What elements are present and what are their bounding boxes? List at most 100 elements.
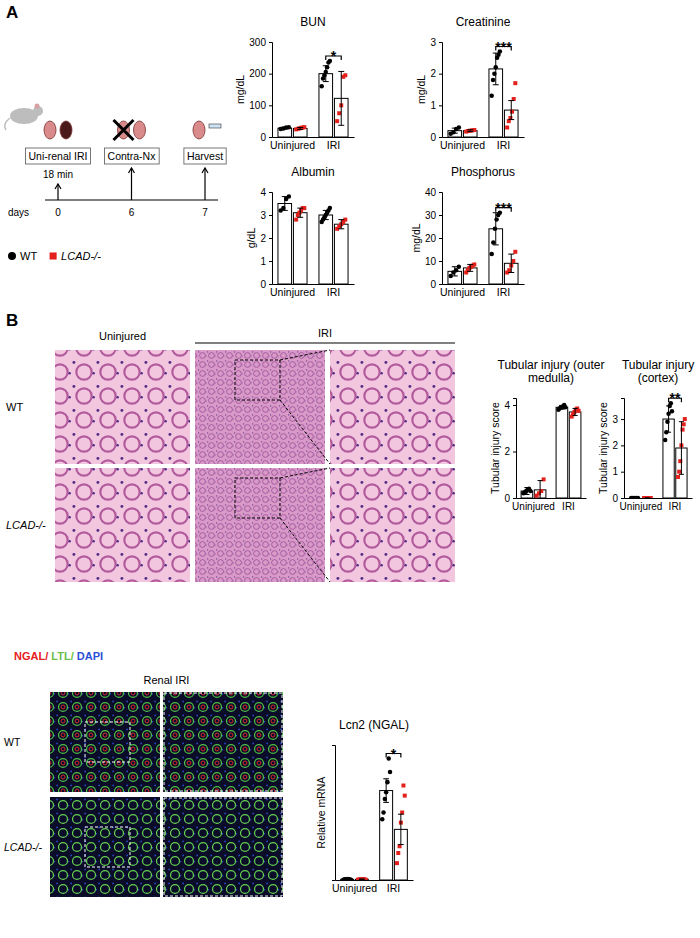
tick-label: 3 (260, 210, 266, 221)
zoom-frame (164, 693, 282, 791)
axis-line (273, 284, 355, 285)
point (337, 111, 341, 115)
tick: 2 (504, 446, 516, 457)
tick-label: Uninjured (270, 139, 315, 151)
tick: Uninjured (332, 880, 377, 894)
tick: Uninjured (512, 498, 555, 512)
tick-label: Uninjured (440, 139, 485, 151)
point (491, 240, 496, 245)
tick: 1 (430, 100, 442, 111)
y-axis: 0123 (612, 399, 624, 504)
point (381, 810, 386, 815)
legend-label: WT (20, 250, 37, 262)
axis-line (336, 880, 414, 881)
chart: 024UninjuredIRITubular injury scoreTubul… (489, 358, 604, 512)
x-axis: UninjuredIRI (512, 498, 586, 512)
axis-line (621, 399, 625, 499)
error-bar (493, 213, 499, 245)
point (491, 78, 496, 83)
bar (334, 224, 348, 284)
tick-label: 100 (249, 100, 266, 111)
zoom-line (280, 468, 330, 478)
point (401, 784, 405, 788)
chart: 0123UninjuredIRITubular injury scoreTubu… (597, 358, 694, 512)
zoom-box (235, 360, 280, 400)
tick-mark (621, 445, 624, 446)
micrograph (163, 797, 283, 897)
day-label: 7 (202, 207, 208, 218)
error-bar (573, 408, 578, 415)
point (489, 252, 494, 257)
tick: Uninjured (620, 498, 663, 512)
error-bar (467, 130, 473, 132)
chart-title: Tubular injury (outermedulla) (498, 358, 605, 385)
tick-label: 3 (612, 414, 618, 425)
marks (629, 401, 687, 498)
marks (278, 59, 348, 137)
micrograph (55, 468, 190, 582)
histology: UninjuredIRIWTLCAD-/- (6, 327, 455, 582)
column-head: Uninjured (99, 330, 146, 342)
tick-mark (439, 105, 442, 106)
tick-label: Uninjured (270, 286, 315, 298)
chart-title: Creatinine (456, 15, 511, 29)
tick-label: IRI (497, 286, 510, 298)
tick-label: Uninjured (332, 882, 377, 894)
axis-line (332, 746, 336, 881)
tick-mark (513, 498, 516, 499)
bar (278, 204, 292, 285)
point (403, 794, 407, 798)
tick: 40 (425, 187, 442, 198)
error-bar (493, 53, 499, 85)
tick-mark (439, 238, 442, 239)
zoom-frame (164, 798, 282, 896)
tick-label: IRI (327, 139, 340, 151)
point (494, 217, 499, 222)
micrograph (330, 350, 455, 464)
step-box (105, 148, 160, 164)
title-line: BUN (300, 15, 325, 29)
point (510, 110, 514, 114)
tick: 1 (612, 466, 624, 477)
tick: 10 (425, 256, 442, 267)
axis-title: mg/dL (415, 75, 427, 104)
micrograph (195, 350, 325, 464)
step-note: 18 min (43, 169, 73, 180)
tick-mark (269, 238, 272, 239)
cross-icon (114, 120, 134, 140)
tick: 300 (249, 37, 272, 48)
point (577, 409, 581, 413)
significance-label: *** (495, 200, 512, 216)
tick-mark (513, 451, 516, 452)
point (388, 770, 393, 775)
tick-label: 0 (260, 279, 266, 290)
tick-label: 200 (249, 68, 266, 79)
panel-letter: B (6, 311, 18, 330)
axis-line (439, 43, 443, 138)
y-axis: 0123 (430, 37, 442, 143)
bar (293, 213, 307, 284)
point (328, 206, 333, 211)
micrograph (50, 692, 160, 792)
tick: IRI (669, 498, 682, 512)
tick: IRI (387, 880, 400, 894)
chart: 0123UninjuredIRImg/dLCreatinine*** (415, 15, 524, 151)
title-line: Albumin (291, 165, 334, 179)
timeline-label: days (8, 207, 29, 218)
tick-mark (439, 284, 442, 285)
kidney-icon (193, 121, 205, 139)
x-axis: Uninjured IRI (332, 880, 413, 894)
error-bar (559, 405, 564, 409)
marks (521, 403, 581, 498)
axis-title: Tubular injury score (489, 402, 501, 494)
axis-title: g/dL (245, 228, 257, 249)
chart-title: Albumin (291, 165, 334, 179)
axis-line (625, 498, 693, 499)
tick-mark (621, 498, 624, 499)
point (528, 489, 533, 494)
axis-line (443, 137, 525, 138)
micrograph (55, 350, 190, 464)
stain-part: NGAL/ (14, 650, 48, 662)
zoom-box (235, 478, 280, 518)
x-axis: Uninjured IRI (270, 137, 354, 151)
